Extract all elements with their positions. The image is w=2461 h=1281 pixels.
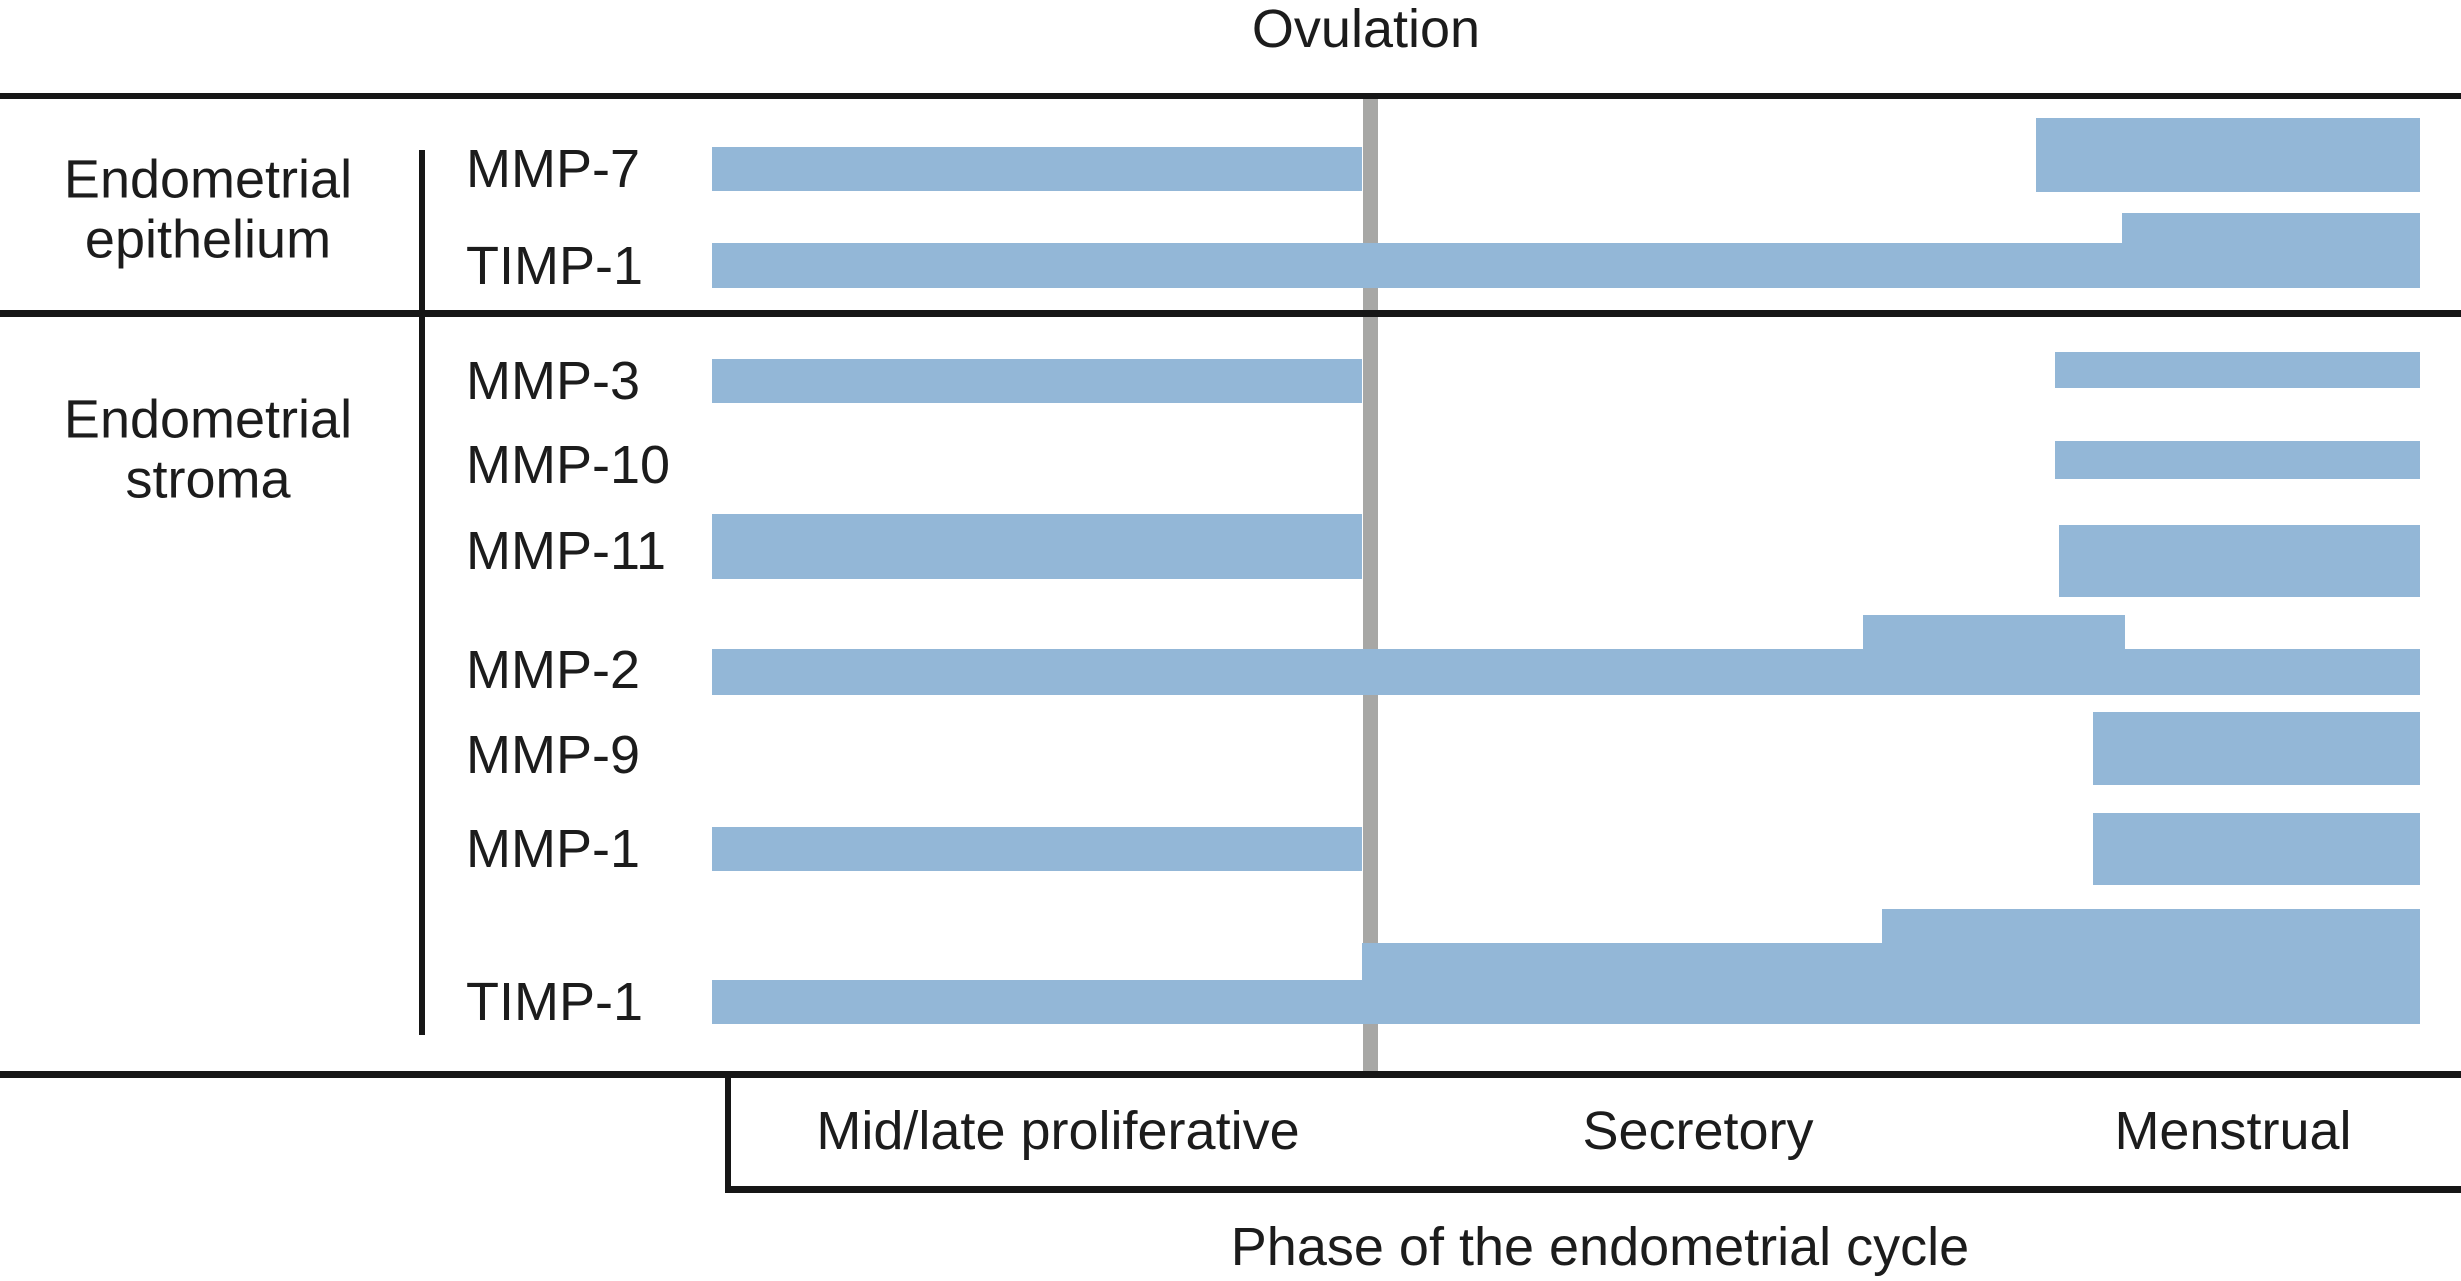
bar-mmp-3-stroma [712, 359, 1362, 403]
row-label-timp-1: TIMP-1 [466, 236, 644, 296]
group-label-line: Endometrial [63, 389, 353, 450]
bar-timp-1-epithelium [712, 243, 2122, 288]
phase-axis-bottom [725, 1186, 2461, 1193]
top-border [0, 93, 2461, 99]
group-label-line: stroma [125, 450, 291, 510]
row-label-mmp-7: MMP-7 [466, 139, 640, 199]
ovulation-marker-line [1363, 99, 1378, 1071]
bar-timp-1-stroma [1362, 943, 1882, 1024]
bar-mmp-3-stroma [2055, 352, 2420, 388]
bar-mmp-2-stroma [1863, 615, 2125, 650]
ovulation-title: Ovulation [1251, 0, 1481, 59]
row-label-mmp-9: MMP-9 [466, 725, 640, 785]
row-label-divider [419, 150, 425, 1035]
group-label-line: Endometrial [63, 149, 353, 210]
phase-label-menstrual: Menstrual [2114, 1101, 2352, 1161]
bar-mmp-9-stroma [2093, 712, 2420, 785]
row-label-mmp-3: MMP-3 [466, 351, 640, 411]
bar-mmp-10-stroma [2055, 441, 2420, 479]
bar-mmp-11-stroma [712, 514, 1362, 579]
row-label-mmp-2: MMP-2 [466, 640, 640, 700]
bar-mmp-2-stroma [712, 649, 2420, 695]
row-label-mmp-11: MMP-11 [466, 521, 667, 581]
bar-timp-1-stroma [712, 980, 1362, 1024]
row-label-timp-1: TIMP-1 [466, 972, 644, 1032]
phase-label-secretory: Secretory [1582, 1101, 1814, 1161]
bar-mmp-7-epithelium [2036, 118, 2420, 192]
group-label-endometrial-epithelium: Endometrial epithelium [64, 150, 352, 271]
bar-mmp-11-stroma [2059, 525, 2420, 597]
group-label-endometrial-stroma: Endometrial stroma [64, 390, 352, 511]
row-label-mmp-1: MMP-1 [466, 819, 640, 879]
phase-label-mid-late-proliferative: Mid/late proliferative [816, 1101, 1300, 1161]
chart-bottom-border [0, 1071, 2461, 1078]
group-label-line: epithelium [84, 210, 332, 270]
bar-mmp-1-stroma [712, 827, 1362, 871]
group-divider [0, 310, 2461, 317]
bar-timp-1-epithelium [2122, 213, 2420, 288]
x-axis-title: Phase of the endometrial cycle [1230, 1217, 1970, 1277]
phase-axis-left [725, 1071, 731, 1193]
bar-mmp-7-epithelium [712, 147, 1362, 191]
bar-timp-1-stroma [1882, 909, 2420, 1024]
row-label-mmp-10: MMP-10 [466, 435, 671, 495]
bar-mmp-1-stroma [2093, 813, 2420, 885]
